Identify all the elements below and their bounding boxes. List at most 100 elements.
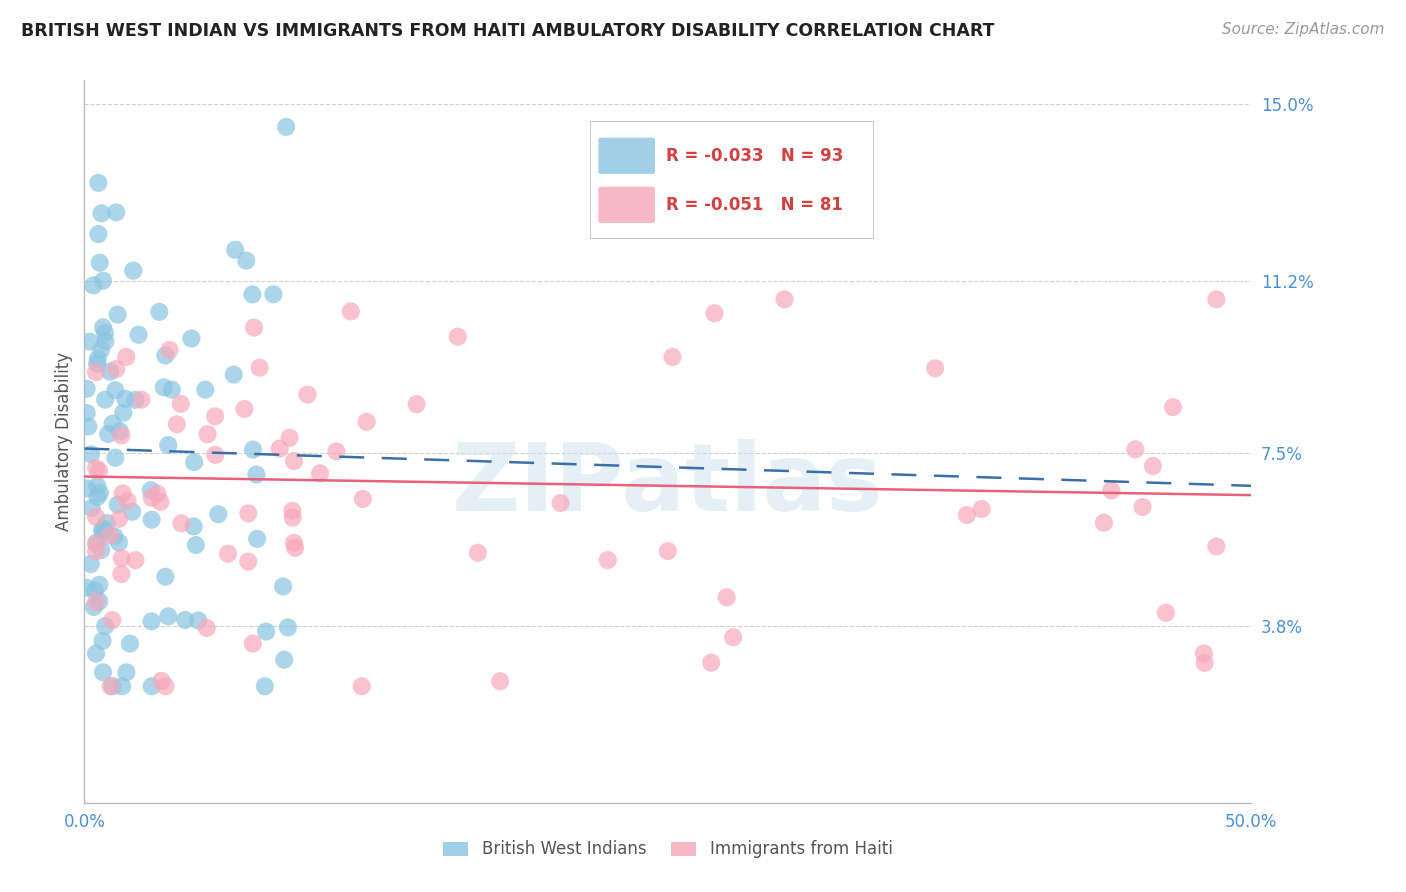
- Point: [281, 504, 304, 518]
- Point: [253, 679, 276, 693]
- Point: [281, 510, 304, 524]
- Point: [157, 438, 180, 452]
- Point: [84, 461, 107, 475]
- Point: [87, 227, 110, 241]
- Point: [83, 599, 105, 614]
- Legend: British West Indians, Immigrants from Haiti: British West Indians, Immigrants from Ha…: [434, 832, 901, 867]
- Point: [122, 263, 145, 277]
- Point: [76, 482, 98, 496]
- Point: [76, 406, 98, 420]
- Point: [283, 454, 305, 468]
- Point: [204, 448, 226, 462]
- Point: [246, 532, 269, 546]
- Point: [657, 544, 679, 558]
- Point: [262, 287, 284, 301]
- Point: [111, 679, 134, 693]
- Point: [87, 464, 110, 478]
- Point: [405, 397, 427, 411]
- Point: [352, 491, 374, 506]
- Point: [80, 447, 103, 461]
- Point: [204, 409, 226, 424]
- Point: [224, 243, 246, 257]
- Point: [1205, 293, 1227, 307]
- Point: [356, 415, 378, 429]
- Point: [325, 444, 347, 458]
- Point: [89, 256, 111, 270]
- Point: [703, 306, 725, 320]
- Point: [160, 383, 183, 397]
- Point: [139, 483, 162, 498]
- Text: BRITISH WEST INDIAN VS IMMIGRANTS FROM HAITI AMBULATORY DISABILITY CORRELATION C: BRITISH WEST INDIAN VS IMMIGRANTS FROM H…: [21, 22, 994, 40]
- Point: [1092, 516, 1115, 530]
- Point: [148, 305, 170, 319]
- FancyBboxPatch shape: [599, 186, 655, 223]
- Point: [970, 502, 993, 516]
- Point: [84, 647, 107, 661]
- Point: [114, 392, 136, 406]
- Point: [101, 417, 124, 431]
- Point: [489, 674, 512, 689]
- Point: [242, 636, 264, 650]
- Point: [91, 524, 114, 539]
- Point: [278, 431, 301, 445]
- Point: [350, 679, 373, 693]
- Point: [245, 467, 267, 482]
- Point: [98, 528, 121, 542]
- Point: [309, 467, 332, 481]
- Point: [187, 614, 209, 628]
- Point: [721, 631, 744, 645]
- Point: [1142, 458, 1164, 473]
- Y-axis label: Ambulatory Disability: Ambulatory Disability: [55, 352, 73, 531]
- Point: [1194, 656, 1216, 670]
- Point: [103, 529, 125, 543]
- Point: [1192, 646, 1215, 660]
- Point: [155, 679, 177, 693]
- Point: [1099, 483, 1122, 498]
- Point: [447, 329, 470, 343]
- Point: [124, 392, 146, 407]
- Point: [249, 360, 271, 375]
- Point: [284, 541, 307, 555]
- Point: [110, 551, 132, 566]
- Point: [166, 417, 188, 432]
- FancyBboxPatch shape: [599, 137, 655, 174]
- Point: [108, 424, 131, 438]
- Point: [101, 679, 124, 693]
- Point: [86, 357, 108, 371]
- Point: [235, 253, 257, 268]
- Point: [80, 501, 103, 516]
- Point: [80, 557, 103, 571]
- Point: [184, 538, 207, 552]
- Point: [121, 505, 143, 519]
- Point: [254, 624, 277, 639]
- Point: [195, 621, 218, 635]
- Point: [183, 455, 205, 469]
- Point: [1132, 500, 1154, 514]
- Point: [1205, 540, 1227, 554]
- Point: [467, 546, 489, 560]
- Point: [90, 343, 112, 357]
- Text: R = -0.051   N = 81: R = -0.051 N = 81: [666, 196, 844, 214]
- Point: [159, 343, 181, 357]
- Point: [141, 679, 163, 693]
- Point: [155, 570, 177, 584]
- Point: [157, 609, 180, 624]
- Point: [84, 536, 107, 550]
- Point: [269, 442, 291, 456]
- Point: [110, 567, 132, 582]
- Point: [91, 274, 114, 288]
- Point: [87, 351, 110, 366]
- Point: [84, 510, 107, 524]
- Point: [82, 278, 104, 293]
- Point: [118, 637, 141, 651]
- Point: [183, 519, 205, 533]
- Point: [94, 334, 117, 349]
- Point: [96, 516, 118, 530]
- Point: [79, 334, 101, 349]
- Point: [94, 392, 117, 407]
- Point: [97, 426, 120, 441]
- Point: [207, 507, 229, 521]
- Point: [104, 383, 127, 397]
- Point: [112, 406, 135, 420]
- Point: [84, 544, 107, 558]
